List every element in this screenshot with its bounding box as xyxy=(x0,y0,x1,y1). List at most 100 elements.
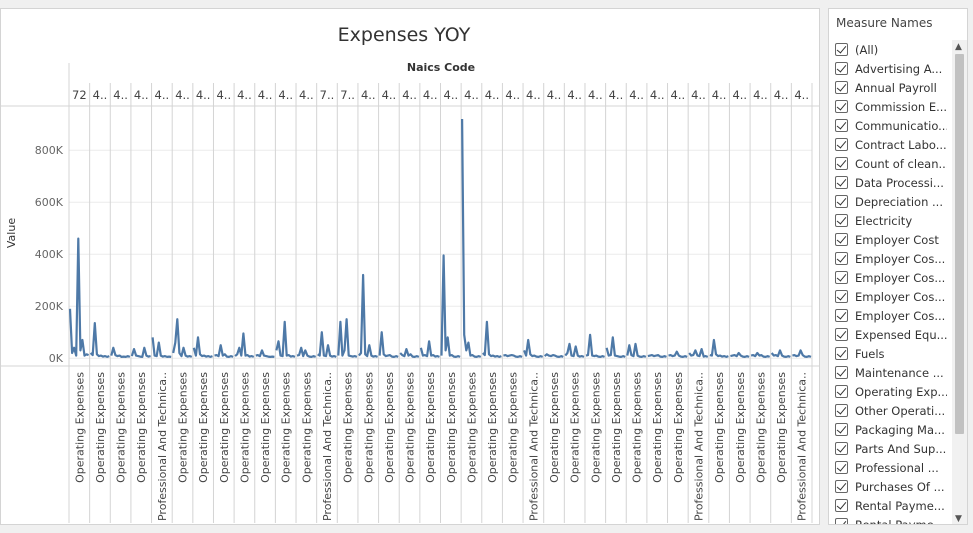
column-label: Operating Expenses xyxy=(280,372,293,483)
filter-item[interactable]: Employer Cos... xyxy=(835,287,951,306)
checkbox-checked-icon[interactable] xyxy=(835,138,848,151)
checkbox-checked-icon[interactable] xyxy=(835,214,848,227)
column-header-label: 72 xyxy=(72,88,87,102)
filter-item[interactable]: Packaging Ma... xyxy=(835,420,951,439)
column-header-label: 4.. xyxy=(299,88,314,102)
series-line xyxy=(255,349,275,358)
filter-item[interactable]: Expensed Equ... xyxy=(835,325,951,344)
checkbox-checked-icon[interactable] xyxy=(835,176,848,189)
checkbox-checked-icon[interactable] xyxy=(835,81,848,94)
filter-item[interactable]: Maintenance ... xyxy=(835,363,951,382)
checkbox-checked-icon[interactable] xyxy=(835,157,848,170)
column-label: Operating Expenses xyxy=(507,372,520,483)
filter-item[interactable]: Professional ... xyxy=(835,458,951,477)
series-line xyxy=(68,237,90,357)
column-label: Operating Expenses xyxy=(548,372,561,483)
chart-title: Expenses YOY xyxy=(338,24,471,46)
filter-item[interactable]: Parts And Sup... xyxy=(835,439,951,458)
column-label: Operating Expenses xyxy=(177,372,190,483)
column-header-label: 4.. xyxy=(258,88,273,102)
checkbox-checked-icon[interactable] xyxy=(835,404,848,417)
column-header-label: 4.. xyxy=(382,88,397,102)
y-axis-ticks: 0K 200K 400K 600K 800K xyxy=(35,144,64,365)
checkbox-checked-icon[interactable] xyxy=(835,43,848,56)
scroll-down-icon[interactable]: ▼ xyxy=(955,514,962,524)
checkbox-checked-icon[interactable] xyxy=(835,252,848,265)
checkbox-checked-icon[interactable] xyxy=(835,309,848,322)
filter-item[interactable]: Electricity xyxy=(835,211,951,230)
filter-item[interactable]: Communicatio... xyxy=(835,116,951,135)
filter-item[interactable]: (All) xyxy=(835,40,951,59)
checkbox-checked-icon[interactable] xyxy=(835,119,848,132)
filter-item-label: Other Operati... xyxy=(855,403,946,418)
checkbox-checked-icon[interactable] xyxy=(835,62,848,75)
column-header-label: 4.. xyxy=(650,88,665,102)
series-line xyxy=(110,346,131,358)
filter-item[interactable]: Count of clean... xyxy=(835,154,951,173)
filter-item-label: Operating Exp... xyxy=(855,384,947,399)
checkbox-checked-icon[interactable] xyxy=(835,385,848,398)
filter-item[interactable]: Purchases Of ... xyxy=(835,477,951,496)
filter-item[interactable]: Employer Cos... xyxy=(835,268,951,287)
checkbox-checked-icon[interactable] xyxy=(835,366,848,379)
filter-item[interactable]: Advertising A... xyxy=(835,59,951,78)
series-line xyxy=(626,342,647,358)
filter-item[interactable]: Data Processi... xyxy=(835,173,951,192)
filter-item[interactable]: Rental Payme... xyxy=(835,515,951,524)
series-line xyxy=(461,118,482,358)
column-header-label: 4.. xyxy=(505,88,520,102)
column-label: Operating Expenses xyxy=(486,372,499,483)
checkbox-checked-icon[interactable] xyxy=(835,347,848,360)
column-label: Professional And Technica.. xyxy=(527,372,540,521)
filter-item-label: Parts And Sup... xyxy=(855,441,947,456)
checkbox-checked-icon[interactable] xyxy=(835,499,848,512)
y-tick-label: 0K xyxy=(49,352,64,365)
checkbox-checked-icon[interactable] xyxy=(835,518,848,524)
series-line xyxy=(440,254,461,358)
scroll-thumb[interactable] xyxy=(955,54,964,434)
checkbox-checked-icon[interactable] xyxy=(835,423,848,436)
filter-item[interactable]: Employer Cos... xyxy=(835,249,951,268)
series-line xyxy=(605,336,626,358)
checkbox-checked-icon[interactable] xyxy=(835,290,848,303)
checkbox-checked-icon[interactable] xyxy=(835,233,848,246)
filter-item-label: Fuels xyxy=(855,346,885,361)
filter-item[interactable]: Other Operati... xyxy=(835,401,951,420)
column-label: Operating Expenses xyxy=(383,372,396,483)
checkbox-checked-icon[interactable] xyxy=(835,461,848,474)
checkbox-checked-icon[interactable] xyxy=(835,480,848,493)
checkbox-checked-icon[interactable] xyxy=(835,195,848,208)
column-label: Operating Expenses xyxy=(238,372,251,483)
filter-item[interactable]: Contract Labo... xyxy=(835,135,951,154)
filter-item[interactable]: Fuels xyxy=(835,344,951,363)
checkbox-checked-icon[interactable] xyxy=(835,100,848,113)
scroll-up-icon[interactable]: ▲ xyxy=(955,42,962,52)
filter-item[interactable]: Commission E... xyxy=(835,97,951,116)
filter-item[interactable]: Employer Cos... xyxy=(835,306,951,325)
column-label: Operating Expenses xyxy=(713,372,726,483)
filter-item[interactable]: Employer Cost xyxy=(835,230,951,249)
y-tick-label: 600K xyxy=(35,196,64,209)
column-header-label: 4.. xyxy=(423,88,438,102)
filter-item[interactable]: Annual Payroll xyxy=(835,78,951,97)
filter-item-label: Employer Cos... xyxy=(855,251,946,266)
filter-item-label: Employer Cos... xyxy=(855,289,946,304)
checkbox-checked-icon[interactable] xyxy=(835,442,848,455)
filter-item[interactable]: Rental Payme... xyxy=(835,496,951,515)
column-header-label: 7.. xyxy=(320,88,335,102)
column-label: Operating Expenses xyxy=(775,372,788,483)
column-label: Operating Expenses xyxy=(631,372,644,483)
checkbox-checked-icon[interactable] xyxy=(835,271,848,284)
checkbox-checked-icon[interactable] xyxy=(835,328,848,341)
filter-item[interactable]: Operating Exp... xyxy=(835,382,951,401)
filter-item[interactable]: Depreciation ... xyxy=(835,192,951,211)
series-line xyxy=(172,318,193,358)
column-header-label: 4.. xyxy=(134,88,149,102)
series-line xyxy=(89,322,110,358)
filter-item-label: Employer Cos... xyxy=(855,308,946,323)
column-header-row: 72 4.. 4.. 4.. 4.. 4.. 4.. 4.. 4.. 4.. 4.. 4.. 7.. 7.… xyxy=(72,88,809,102)
column-label: Professional And Technica.. xyxy=(156,372,169,521)
series-line xyxy=(482,320,502,358)
column-label: Operating Expenses xyxy=(342,372,355,483)
filter-scrollbar[interactable]: ▲ ▼ xyxy=(952,40,967,524)
